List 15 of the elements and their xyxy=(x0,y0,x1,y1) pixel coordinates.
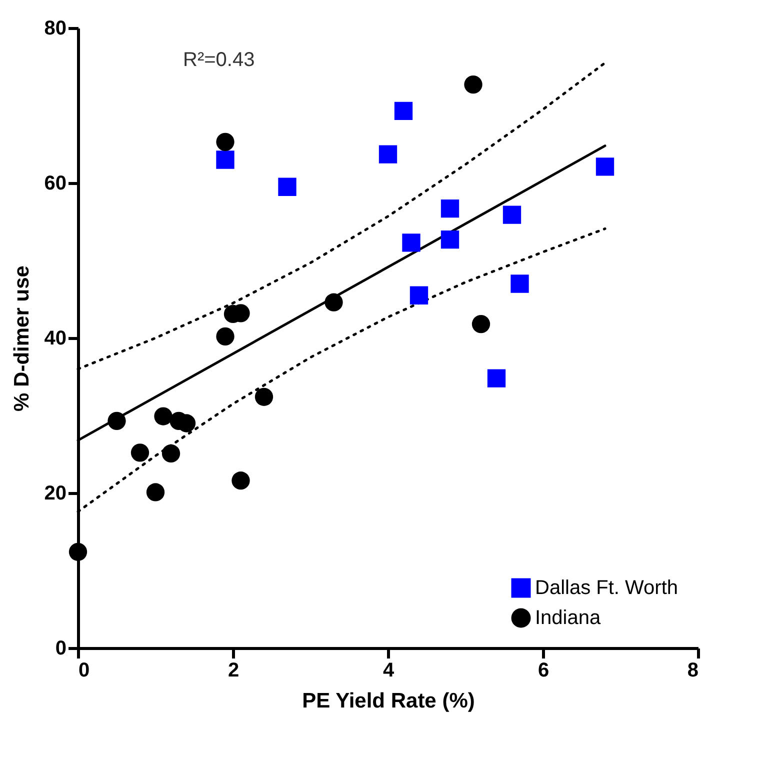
x-tick-label: 2 xyxy=(228,660,240,682)
y-tick-label: 80 xyxy=(44,18,66,40)
legend-label: Dallas Ft. Worth xyxy=(535,577,678,599)
x-tick-label: 8 xyxy=(687,660,698,682)
x-axis-title: PE Yield Rate (%) xyxy=(302,690,475,712)
y-tick-label: 0 xyxy=(55,638,66,660)
y-tick-label: 20 xyxy=(44,482,66,504)
x-tick-label: 4 xyxy=(382,660,395,682)
y-axis-title: % D-dimer use xyxy=(10,266,34,412)
x-tick-label: 0 xyxy=(78,660,90,682)
x-tick-label: 6 xyxy=(538,660,550,682)
y-tick-label: 60 xyxy=(44,172,66,194)
annotation: R²=0.43 xyxy=(183,49,255,71)
y-tick-label: 40 xyxy=(44,328,66,350)
legend-label: Indiana xyxy=(535,607,602,629)
